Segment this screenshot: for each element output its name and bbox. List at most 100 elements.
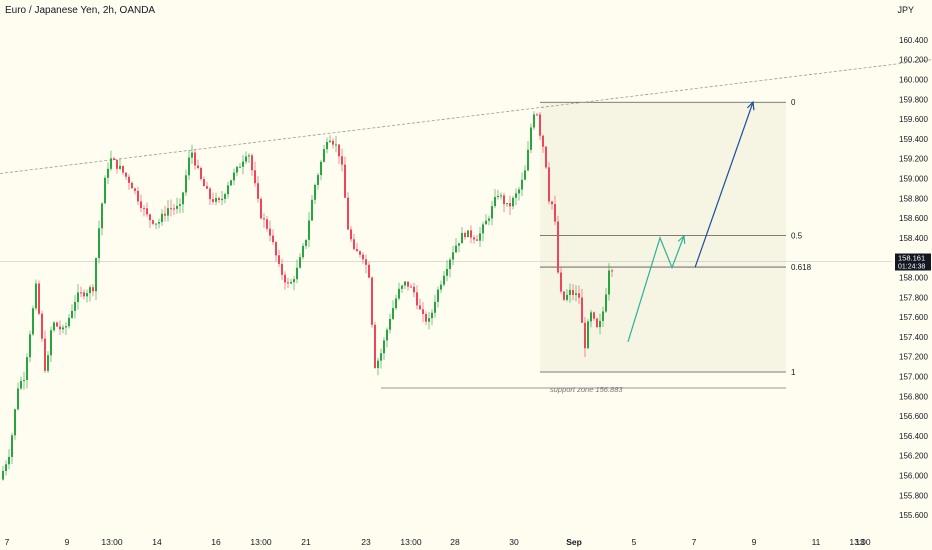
candle-body xyxy=(140,201,142,209)
candle-body xyxy=(77,292,79,302)
candle-body xyxy=(536,114,538,116)
candle-body xyxy=(335,144,337,146)
candle-body xyxy=(101,203,103,229)
candle-body xyxy=(236,166,238,173)
candle-body xyxy=(512,197,514,207)
candle-body xyxy=(155,223,157,225)
candle-body xyxy=(242,161,244,167)
candle-body xyxy=(218,197,220,201)
candle-body xyxy=(47,355,49,371)
candle-body xyxy=(383,340,385,354)
candle-body xyxy=(281,263,283,275)
candle-body xyxy=(128,176,130,183)
y-tick-label: 155.600 xyxy=(899,511,928,520)
candle-body xyxy=(83,292,85,297)
candle-body xyxy=(488,218,490,221)
projection-path-green xyxy=(627,235,685,342)
fib-level-label: 0 xyxy=(791,98,796,107)
candle-body xyxy=(386,329,388,341)
candle-body xyxy=(239,166,241,168)
candle-body xyxy=(32,308,34,335)
candle-body xyxy=(548,167,550,202)
candle-body xyxy=(230,180,232,186)
candle-body xyxy=(209,188,211,200)
candle-body xyxy=(185,175,187,193)
candle-body xyxy=(575,293,577,295)
price-tag-value: 158.161 xyxy=(898,254,925,263)
candle-body xyxy=(578,293,580,298)
candle-body xyxy=(233,172,235,181)
x-tick-label: 13 xyxy=(855,537,865,547)
candle-body xyxy=(452,252,454,260)
candle-body xyxy=(122,165,124,173)
x-tick-label: 5 xyxy=(632,537,637,547)
candle-body xyxy=(116,159,118,169)
x-tick-label: 9 xyxy=(65,537,70,547)
candle-body xyxy=(263,218,265,220)
candle-body xyxy=(113,158,115,160)
candle-body xyxy=(356,249,358,252)
candle-body xyxy=(497,195,499,198)
candle-body xyxy=(131,182,133,189)
x-tick-label: Sep xyxy=(566,537,582,547)
y-tick-label: 155.800 xyxy=(899,491,928,500)
y-tick-label: 157.800 xyxy=(899,293,928,302)
candle-body xyxy=(98,228,100,259)
candle-body xyxy=(179,204,181,206)
candle-body xyxy=(284,274,286,283)
candle-body xyxy=(164,213,166,216)
candle-body xyxy=(404,281,406,286)
candle-body xyxy=(266,219,268,229)
candle-body xyxy=(458,243,460,246)
candle-body xyxy=(440,284,442,290)
candle-body xyxy=(539,114,541,136)
candle-body xyxy=(290,282,292,284)
candle-body xyxy=(272,235,274,243)
candle-body xyxy=(455,245,457,253)
candle-body xyxy=(413,286,415,293)
y-tick-label: 158.800 xyxy=(899,194,928,203)
candle-body xyxy=(293,279,295,283)
candle-body xyxy=(389,318,391,330)
chart-title: Euro / Japanese Yen, 2h, OANDA xyxy=(5,5,156,16)
candle-body xyxy=(557,221,559,273)
candle-body xyxy=(203,179,205,187)
price-tag xyxy=(895,253,931,271)
candle-body xyxy=(350,229,352,240)
candle-body xyxy=(68,317,70,327)
candle-body xyxy=(371,277,373,325)
candle-body xyxy=(329,140,331,142)
candle-body xyxy=(611,270,613,272)
candle-body xyxy=(269,228,271,236)
candle-body xyxy=(8,456,10,465)
y-tick-label: 158.000 xyxy=(899,273,928,282)
candle-body xyxy=(377,360,379,368)
candle-body xyxy=(431,312,433,319)
candle-body xyxy=(581,297,583,323)
candle-body xyxy=(506,203,508,205)
candle-body xyxy=(107,168,109,178)
candle-body xyxy=(521,179,523,190)
candle-body xyxy=(560,272,562,292)
candle-body xyxy=(500,195,502,197)
candle-body xyxy=(305,239,307,246)
candle-body xyxy=(392,308,394,319)
x-tick-label: 9 xyxy=(752,537,757,547)
candle-body xyxy=(110,158,112,169)
candle-body xyxy=(149,214,151,221)
candle-body xyxy=(326,141,328,150)
candle-body xyxy=(596,318,598,328)
y-tick-label: 157.200 xyxy=(899,353,928,362)
candle-body xyxy=(518,189,520,194)
candle-body xyxy=(158,221,160,224)
candle-body xyxy=(5,464,7,471)
candle-body xyxy=(380,353,382,361)
candle-body xyxy=(41,313,43,339)
fib-zone xyxy=(540,102,786,372)
candle-body xyxy=(473,237,475,240)
candle-body xyxy=(527,149,529,171)
candle-body xyxy=(74,301,76,311)
candle-body xyxy=(56,322,58,327)
candle-body xyxy=(104,177,106,204)
